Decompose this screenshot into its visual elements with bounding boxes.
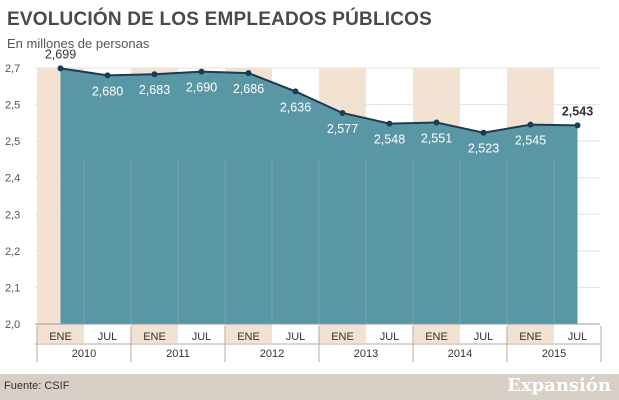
data-point	[292, 88, 299, 95]
x-tick-label: ENE	[237, 331, 260, 343]
year-label: 2014	[448, 348, 472, 360]
x-tick-label: ENE	[49, 331, 72, 343]
x-tick-label: JUL	[286, 331, 306, 343]
y-tick-label: 2,7	[5, 63, 20, 75]
x-tick-label: ENE	[331, 331, 354, 343]
year-label: 2010	[72, 348, 96, 360]
data-label: 2,543	[562, 104, 593, 118]
x-tick-label: JUL	[192, 331, 212, 343]
data-point	[151, 71, 158, 78]
series-line	[60, 67, 578, 134]
x-tick-label: ENE	[143, 331, 166, 343]
data-label: 2,548	[374, 133, 405, 147]
x-tick-label: JUL	[98, 331, 118, 343]
data-label: 2,699	[45, 47, 76, 61]
data-label: 2,683	[139, 83, 170, 97]
y-tick-label: 2,1	[5, 282, 20, 294]
data-label: 2,680	[92, 84, 123, 98]
brand-logo: Expansión	[507, 375, 611, 396]
x-tick-label: JUL	[474, 331, 494, 343]
data-point	[480, 129, 487, 136]
data-point	[104, 72, 111, 79]
chart: 2,0 2,1 2,2 2,3 2,4 2,5 2,5 2,7 2,699 2,680 2,683 2…	[5, 47, 602, 362]
y-tick-label: 2,5	[5, 136, 20, 148]
data-point	[386, 120, 393, 127]
y-tick-label: 2,4	[5, 173, 20, 185]
data-label: 2,636	[280, 100, 311, 114]
chart-title: EVOLUCIÓN DE LOS EMPLEADOS PÚBLICOS	[7, 9, 433, 30]
y-tick-label: 2,3	[5, 209, 20, 221]
data-label: 2,686	[233, 82, 264, 96]
y-tick-label: 2,5	[5, 100, 20, 112]
y-tick-label: 2,2	[5, 246, 20, 258]
year-label: 2015	[542, 348, 566, 360]
x-tick-label: JUL	[380, 331, 400, 343]
data-point	[527, 121, 534, 128]
footer: Fuente: CSIF Expansión	[0, 374, 619, 400]
data-label: 2,523	[468, 142, 499, 156]
data-point	[339, 109, 346, 116]
x-tick-label: ENE	[425, 331, 448, 343]
year-label: 2012	[260, 348, 284, 360]
year-label: 2013	[354, 348, 378, 360]
x-tick-label: JUL	[568, 331, 588, 343]
y-tick-label: 2,0	[5, 319, 20, 331]
data-point	[433, 119, 440, 126]
data-label: 2,545	[515, 134, 546, 148]
data-point	[57, 65, 64, 72]
year-label: 2011	[166, 348, 190, 360]
source-note: Fuente: CSIF	[4, 380, 70, 392]
data-point	[198, 68, 205, 75]
data-point	[574, 122, 581, 129]
data-label: 2,690	[186, 81, 217, 95]
data-label: 2,577	[327, 122, 358, 136]
chart-subtitle: En millones de personas	[7, 36, 150, 51]
data-point	[245, 70, 252, 77]
data-label: 2,551	[421, 131, 452, 145]
x-tick-label: ENE	[519, 331, 542, 343]
